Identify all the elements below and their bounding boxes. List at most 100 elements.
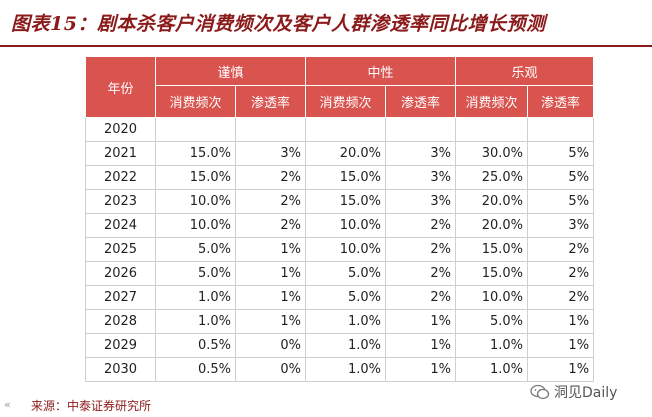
frequency-cell: 15.0%	[155, 165, 236, 190]
penetration-cell: 2%	[234, 213, 307, 238]
frequency-cell: 1.0%	[455, 357, 529, 382]
frequency-cell: 15.0%	[155, 141, 236, 166]
penetration-cell: 2%	[385, 237, 457, 262]
frequency-cell: 5.0%	[305, 261, 387, 286]
table-row: 2024 10.0% 2% 10.0% 2% 20.0% 3%	[85, 213, 595, 238]
frequency-cell: 15.0%	[455, 261, 529, 286]
frequency-cell: 25.0%	[455, 165, 529, 190]
year-cell: 2023	[85, 189, 156, 214]
sub-header-penetration: 渗透率	[234, 85, 307, 118]
year-cell: 2030	[85, 357, 156, 382]
penetration-cell: 3%	[385, 189, 457, 214]
year-cell: 2028	[85, 309, 156, 334]
penetration-cell: 5%	[527, 165, 595, 190]
penetration-cell: 1%	[234, 237, 307, 262]
watermark: 洞见Daily	[530, 382, 617, 402]
sub-header-frequency: 消费频次	[305, 85, 387, 118]
penetration-cell: 0%	[234, 333, 307, 358]
table-row: 2030 0.5% 0% 1.0% 1% 1.0% 1%	[85, 357, 595, 382]
penetration-cell: 1%	[234, 309, 307, 334]
penetration-cell: 1%	[385, 333, 457, 358]
penetration-cell: 2%	[385, 285, 457, 310]
watermark-label: 洞见Daily	[554, 385, 618, 401]
sub-header-penetration: 渗透率	[527, 85, 595, 118]
frequency-cell: 1.0%	[305, 357, 387, 382]
table-row: 2023 10.0% 2% 15.0% 3% 20.0% 5%	[85, 189, 595, 214]
table-header-row-metrics: 消费频次 渗透率 消费频次 渗透率 消费频次 渗透率	[86, 85, 595, 118]
group-header-neutral: 中性	[305, 56, 457, 86]
sub-header-penetration: 渗透率	[385, 85, 457, 118]
frequency-cell: 20.0%	[455, 189, 529, 214]
group-header-cautious: 谨慎	[154, 56, 307, 86]
penetration-cell: 3%	[385, 165, 457, 190]
frequency-cell: 10.0%	[305, 213, 387, 238]
penetration-cell: 1%	[527, 357, 595, 382]
frequency-cell: 20.0%	[455, 213, 529, 238]
penetration-cell: 2%	[527, 261, 595, 286]
year-cell: 2029	[85, 333, 156, 358]
penetration-cell: 0%	[234, 357, 307, 382]
source-note: 来源：中泰证券研究所	[31, 399, 152, 413]
sub-header-frequency: 消费频次	[155, 85, 236, 118]
penetration-cell: 1%	[385, 357, 457, 382]
frequency-cell: 1.0%	[155, 309, 236, 334]
penetration-cell: 3%	[385, 141, 457, 166]
wechat-icon	[530, 384, 550, 400]
year-header: 年份	[85, 56, 156, 118]
penetration-cell: 1%	[527, 309, 595, 334]
year-cell: 2024	[85, 213, 156, 238]
frequency-cell: 15.0%	[455, 237, 529, 262]
frequency-cell: 5.0%	[455, 309, 529, 334]
frequency-cell	[155, 117, 236, 142]
frequency-cell: 10.0%	[155, 189, 236, 214]
penetration-cell: 2%	[385, 261, 457, 286]
footer-mark: «	[4, 398, 11, 411]
penetration-cell: 3%	[234, 141, 307, 166]
frequency-cell: 1.0%	[305, 309, 387, 334]
year-cell: 2022	[85, 165, 156, 190]
year-cell: 2021	[85, 141, 156, 166]
frequency-cell: 15.0%	[305, 165, 387, 190]
year-cell: 2026	[85, 261, 156, 286]
frequency-cell: 20.0%	[305, 141, 387, 166]
year-cell: 2025	[85, 237, 156, 262]
penetration-cell: 2%	[234, 189, 307, 214]
frequency-cell: 5.0%	[305, 285, 387, 310]
title-divider	[0, 45, 652, 47]
chart-title: 图表15：剧本杀客户消费频次及客户人群渗透率同比增长预测	[11, 13, 546, 35]
group-header-optimistic: 乐观	[455, 56, 595, 86]
sub-header-frequency: 消费频次	[455, 85, 529, 118]
frequency-cell: 1.0%	[155, 285, 236, 310]
frequency-cell: 0.5%	[155, 357, 236, 382]
frequency-cell: 10.0%	[455, 285, 529, 310]
penetration-cell: 2%	[385, 213, 457, 238]
table-row: 2020	[85, 117, 595, 142]
penetration-cell: 5%	[527, 141, 595, 166]
table-row: 2021 15.0% 3% 20.0% 3% 30.0% 5%	[85, 141, 595, 166]
frequency-cell: 5.0%	[155, 237, 236, 262]
table-row: 2025 5.0% 1% 10.0% 2% 15.0% 2%	[85, 237, 595, 262]
frequency-cell: 10.0%	[305, 237, 387, 262]
frequency-cell: 1.0%	[305, 333, 387, 358]
penetration-cell	[234, 117, 307, 142]
table-header-row-groups: 年份 谨慎 中性 乐观	[85, 56, 595, 118]
forecast-table: 年份 谨慎 中性 乐观 消费频次 渗透率 消费频次 渗透率 消费频次 渗透率 2…	[85, 56, 595, 382]
penetration-cell	[527, 117, 595, 142]
penetration-cell: 1%	[234, 285, 307, 310]
table-body: 2020 2021 15.0% 3% 20.0% 3% 30.0% 5% 2022 15.0% 2%…	[85, 117, 595, 382]
frequency-cell: 1.0%	[455, 333, 529, 358]
penetration-cell: 2%	[527, 237, 595, 262]
frequency-cell	[305, 117, 387, 142]
penetration-cell: 2%	[234, 165, 307, 190]
penetration-cell: 1%	[234, 261, 307, 286]
penetration-cell: 5%	[527, 189, 595, 214]
year-cell: 2027	[85, 285, 156, 310]
table-row: 2029 0.5% 0% 1.0% 1% 1.0% 1%	[85, 333, 595, 358]
table-row: 2028 1.0% 1% 1.0% 1% 5.0% 1%	[85, 309, 595, 334]
penetration-cell	[385, 117, 457, 142]
penetration-cell: 1%	[527, 333, 595, 358]
frequency-cell: 5.0%	[155, 261, 236, 286]
frequency-cell: 30.0%	[455, 141, 529, 166]
table-row: 2022 15.0% 2% 15.0% 3% 25.0% 5%	[85, 165, 595, 190]
frequency-cell: 15.0%	[305, 189, 387, 214]
